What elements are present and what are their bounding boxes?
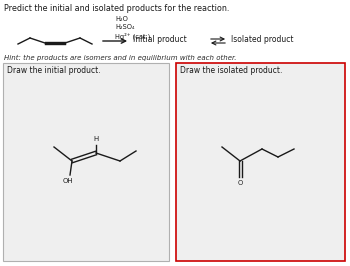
Text: Draw the initial product.: Draw the initial product.	[7, 66, 101, 75]
Text: OH: OH	[63, 178, 73, 184]
Text: Predict the initial and isolated products for the reaction.: Predict the initial and isolated product…	[4, 4, 229, 13]
Text: Hint: the products are isomers and in equilibrium with each other.: Hint: the products are isomers and in eq…	[4, 55, 237, 61]
Text: Isolated product: Isolated product	[231, 35, 294, 44]
FancyBboxPatch shape	[3, 63, 169, 261]
Text: Hg²⁺ (cat.): Hg²⁺ (cat.)	[115, 32, 150, 39]
FancyBboxPatch shape	[176, 63, 345, 261]
Text: Draw the isolated product.: Draw the isolated product.	[180, 66, 282, 75]
Text: Initial product: Initial product	[133, 35, 187, 44]
Text: H₂O: H₂O	[115, 16, 128, 22]
Text: H₂SO₄: H₂SO₄	[115, 24, 134, 30]
Text: O: O	[237, 180, 243, 186]
Text: H: H	[93, 136, 99, 142]
